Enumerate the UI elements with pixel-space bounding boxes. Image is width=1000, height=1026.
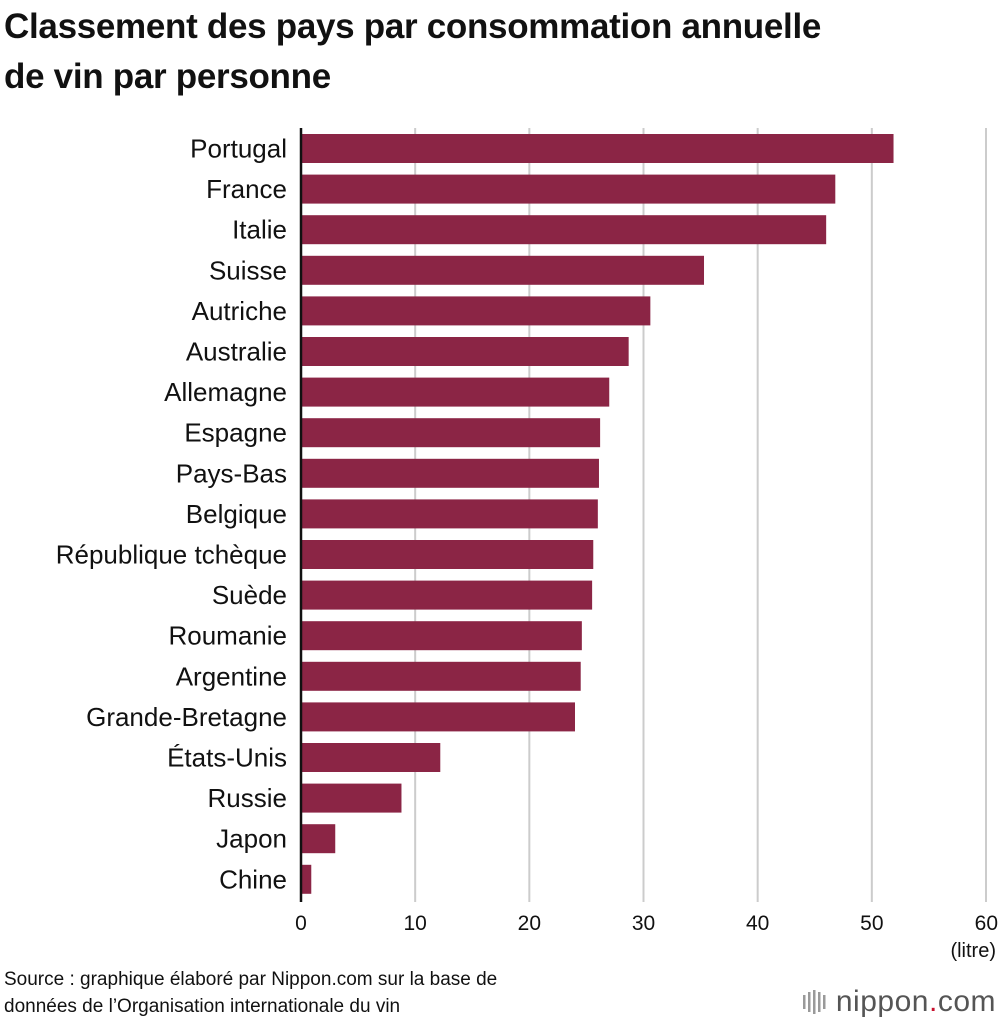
- logo-name: nippon: [835, 985, 929, 1018]
- category-label: Belgique: [186, 499, 287, 529]
- x-tick-label: 0: [295, 912, 307, 935]
- bar-4: [301, 296, 651, 326]
- x-axis-ticks: 0 10 20 30 40 50 60: [295, 912, 998, 935]
- category-label: États-Unis: [167, 743, 287, 773]
- category-label: République tchèque: [56, 540, 287, 570]
- x-tick-label: 50: [860, 912, 883, 935]
- bar-15: [301, 743, 441, 772]
- chart-title-line-1: Classement des pays par consommation ann…: [4, 7, 822, 46]
- x-tick-label: 10: [403, 912, 426, 935]
- bar-18: [301, 864, 312, 894]
- bar-5: [301, 337, 629, 366]
- x-tick-label: 30: [632, 912, 655, 935]
- bar-3: [301, 255, 705, 285]
- category-label: Chine: [219, 864, 287, 894]
- category-label: Suisse: [209, 255, 287, 285]
- x-axis-unit: (litre): [950, 940, 996, 962]
- bar-14: [301, 702, 575, 732]
- bar-0: [301, 134, 894, 163]
- chart-title-line-2: de vin par personne: [4, 57, 331, 96]
- bar-10: [301, 540, 594, 569]
- category-label: Australie: [186, 337, 287, 367]
- category-label: Pays-Bas: [176, 458, 287, 488]
- bar-9: [301, 499, 598, 529]
- bar-8: [301, 458, 599, 488]
- bar-7: [301, 418, 601, 448]
- bar-2: [301, 215, 827, 245]
- category-label: Roumanie: [168, 621, 287, 651]
- bar-chart: Portugal France Italie Suisse Autriche Austra…: [56, 128, 998, 962]
- bar-12: [301, 621, 582, 651]
- category-label: Espagne: [184, 418, 287, 448]
- x-tick-label: 20: [518, 912, 541, 935]
- x-tick-label: 60: [975, 912, 998, 935]
- bar-16: [301, 783, 402, 813]
- logo-dot: .: [928, 985, 938, 1018]
- source-note: Source : graphique élaboré par Nippon.co…: [4, 966, 497, 1020]
- nippon-logo[interactable]: nippon. com: [802, 984, 996, 1020]
- source-line-1: Source : graphique élaboré par Nippon.co…: [4, 969, 498, 990]
- bar-6: [301, 377, 610, 407]
- category-label: Japon: [216, 824, 287, 854]
- source-line-2: données de l’Organisation internationale…: [4, 996, 401, 1017]
- category-label: Allemagne: [164, 377, 287, 407]
- category-label: Suède: [212, 580, 287, 610]
- category-label: Portugal: [190, 134, 287, 164]
- bar-13: [301, 661, 581, 691]
- bar-11: [301, 580, 593, 610]
- category-label: Russie: [208, 783, 287, 813]
- category-label: France: [206, 174, 287, 204]
- category-label: Argentine: [176, 661, 287, 691]
- category-label: Grande-Bretagne: [86, 702, 287, 732]
- category-labels: Portugal France Italie Suisse Autriche Austra…: [56, 134, 287, 895]
- category-label: Italie: [232, 215, 287, 245]
- bars: [301, 134, 894, 894]
- chart-title: Classement des pays par consommation ann…: [4, 2, 984, 102]
- nippon-emblem-icon: [802, 990, 826, 1014]
- bar-17: [301, 824, 336, 854]
- bar-1: [301, 174, 836, 204]
- category-label: Autriche: [192, 296, 287, 326]
- logo-tld: com: [937, 985, 996, 1018]
- x-tick-label: 40: [746, 912, 769, 935]
